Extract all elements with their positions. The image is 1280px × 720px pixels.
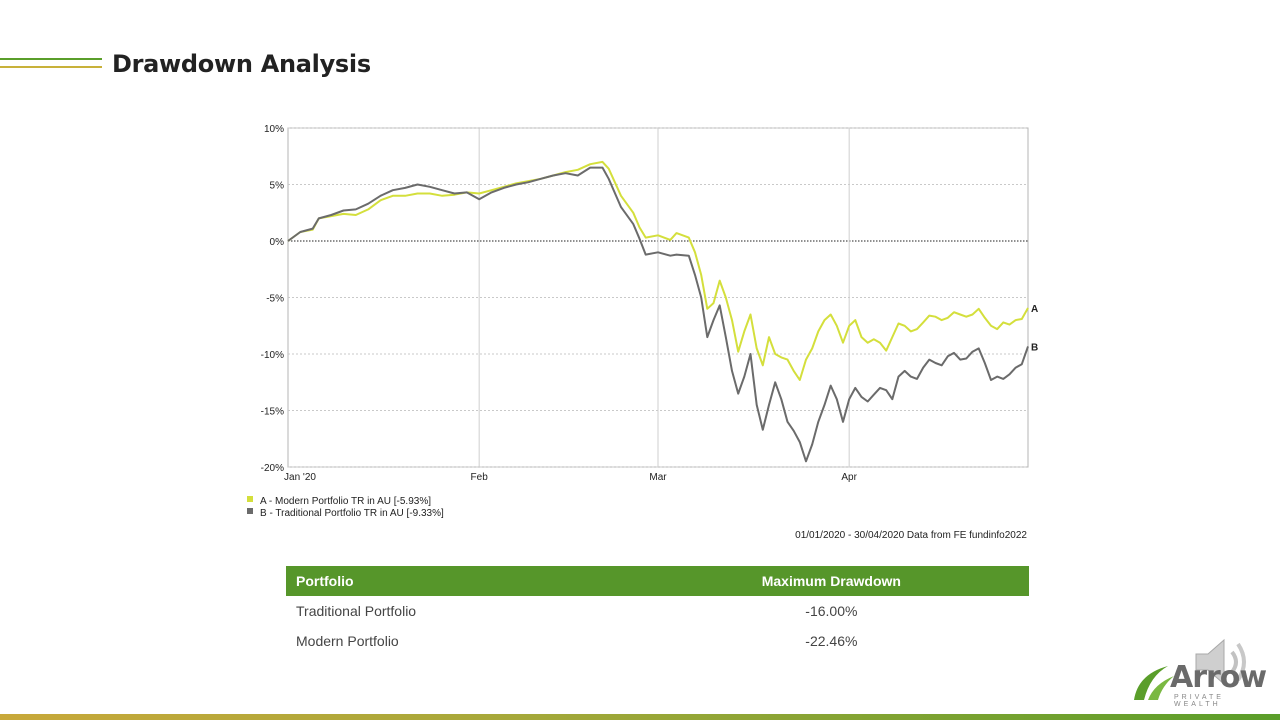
logo-swoosh-icon [1134, 666, 1174, 700]
x-axis-tick-labels: Jan '20 Feb Mar Apr [284, 472, 858, 483]
series-end-labels: AB [1031, 304, 1038, 353]
y-tick-label: 0% [270, 237, 285, 248]
x-tick-label: Jan '20 [284, 472, 316, 483]
legend-label-b: B - Traditional Portfolio TR in AU [-9.3… [260, 508, 444, 519]
table-header-max-drawdown: Maximum Drawdown [633, 566, 1029, 596]
series-line-b [287, 166, 1029, 463]
vertical-gridlines [478, 128, 850, 467]
series-lines [287, 160, 1029, 463]
arrow-private-wealth-logo: Arrow PRIVATE WEALTH [1130, 660, 1267, 708]
table-row: Traditional Portfolio -16.00% [286, 596, 1029, 626]
series-end-label-a: A [1031, 304, 1038, 315]
table-cell-drawdown: -16.00% [805, 603, 858, 619]
y-tick-label: -5% [266, 294, 284, 305]
speaker-icon[interactable] [1192, 632, 1256, 692]
y-tick-label: 5% [270, 181, 285, 192]
y-tick-label: -15% [261, 407, 284, 418]
table-row: Modern Portfolio -22.46% [286, 626, 1029, 656]
logo-subtitle: PRIVATE WEALTH [1174, 694, 1224, 708]
y-tick-label: -10% [261, 350, 284, 361]
bottom-accent-bar [0, 714, 1280, 720]
y-tick-label: -20% [261, 463, 284, 474]
y-axis-tick-labels: 10% 5% 0% -5% -10% -15% -20% [261, 124, 284, 474]
table-cell-drawdown: -22.46% [805, 633, 858, 649]
page-title: Drawdown Analysis [112, 50, 371, 78]
title-accent-lines [0, 58, 102, 70]
legend-swatch-b [247, 508, 253, 514]
logo-word: Arrow [1170, 660, 1267, 695]
table-cell-portfolio: Modern Portfolio [296, 633, 399, 649]
chart-source-note: 01/01/2020 - 30/04/2020 Data from FE fun… [795, 530, 1027, 541]
title-accent-line-green [0, 58, 102, 60]
legend-label-a: A - Modern Portfolio TR in AU [-5.93%] [260, 496, 431, 507]
drawdown-line-chart: 10%5%0%-5%-10%-15%-20% Jan '20 Feb Mar Apr … [247, 124, 1038, 541]
x-tick-label: Apr [841, 472, 857, 483]
x-tick-label: Mar [649, 472, 667, 483]
table-header-portfolio: Portfolio [286, 566, 634, 596]
table-header-row: Portfolio Maximum Drawdown [286, 566, 1029, 596]
title-accent-line-gold [0, 66, 102, 68]
x-tick-label: Feb [471, 472, 489, 483]
chart-legend: A - Modern Portfolio TR in AU [-5.93%] B… [247, 496, 444, 519]
series-end-label-b: B [1031, 342, 1038, 353]
legend-swatch-a [247, 496, 253, 502]
drawdown-table: Portfolio Maximum Drawdown Traditional P… [286, 566, 1029, 656]
table-cell-portfolio: Traditional Portfolio [296, 603, 417, 619]
y-tick-label: 10% [264, 124, 284, 135]
